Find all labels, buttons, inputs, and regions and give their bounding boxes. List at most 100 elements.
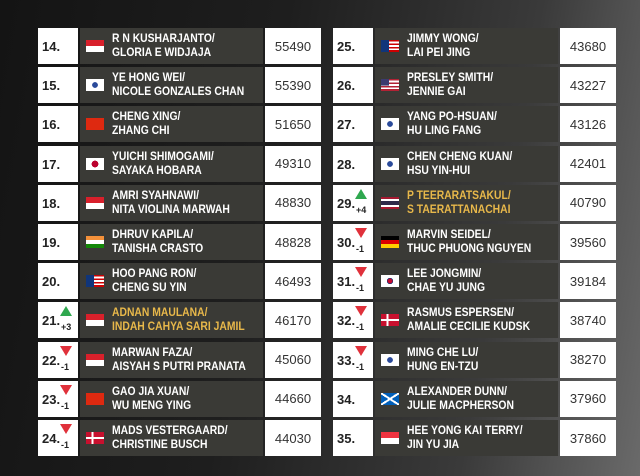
points: 39560 [560,224,616,260]
player-names: HOO PANG RON/CHENG SU YIN [112,267,196,295]
rank-change: -1 [356,361,365,372]
player-1: R N KUSHARJANTO/ [112,33,215,45]
rank-box: 24. -1 [38,420,78,456]
ranking-row: 23. -1 GAO JIA XUAN/WU MENG YING 44660 [38,380,321,417]
rank-box: 16. [38,106,78,143]
rank-box: 26. [333,67,373,104]
rank-number: 29. [337,195,356,211]
rank-number: 16. [42,117,61,133]
pair-panel: YANG PO-HSUAN/HU LING FANG [375,106,558,143]
rank-number: 26. [337,78,356,94]
player-1: YUICHI SHIMOGAMI/ [112,150,214,163]
player-2: INDAH CAHYA SARI JAMIL [112,321,245,334]
player-names: MING CHE LU/HUNG EN-TZU [407,346,478,374]
player-names: DHRUV KAPILA/TANISHA CRASTO [112,228,203,256]
player-1: AMRI SYAHNAWI/ [112,189,200,202]
indonesia-flag-icon [86,196,104,209]
arrow-down-icon [355,345,367,356]
player-2: SAYAKA HOBARA [112,164,202,177]
rank-change: -1 [356,283,365,294]
pair-panel: AMRI SYAHNAWI/NITA VIOLINA MARWAH [80,184,263,221]
player-1: JIMMY WONG/ [407,33,479,45]
points: 48830 [265,184,321,221]
player-2: JIN YU JIA [407,439,460,451]
player-1: LEE JONGMIN/ [407,268,482,281]
pair-panel: MARVIN SEIDEL/THUC PHUONG NGUYEN [375,224,558,260]
malaysia-flag-icon [86,275,104,288]
player-names: R N KUSHARJANTO/GLORIA E WIDJAJA [112,32,215,60]
rank-change: -1 [356,322,365,333]
player-names: AMRI SYAHNAWI/NITA VIOLINA MARWAH [112,189,230,217]
rank-box: 35. [333,420,373,456]
rank-change: -1 [61,440,70,450]
indonesia-flag-icon [86,40,104,52]
player-names: GAO JIA XUAN/WU MENG YING [112,385,191,413]
malaysia-flag-icon [381,40,399,52]
player-1: MING CHE LU/ [407,346,479,359]
player-2: GLORIA E WIDJAJA [112,47,212,59]
denmark-flag-icon [86,432,104,444]
player-1: GAO JIA XUAN/ [112,385,190,398]
player-names: MARWAN FAZA/AISYAH S PUTRI PRANATA [112,346,246,374]
ranking-row: 30. -1 MARVIN SEIDEL/THUC PHUONG NGUYEN 395… [333,224,616,260]
player-2: NICOLE GONZALES CHAN [112,86,245,99]
player-names: YUICHI SHIMOGAMI/SAYAKA HOBARA [112,150,214,178]
player-2: JENNIE GAI [407,86,466,99]
rank-box: 29. +4 [333,184,373,221]
points: 46170 [265,302,321,339]
player-1: MARWAN FAZA/ [112,346,193,359]
rank-change: +3 [61,322,72,333]
rank-number: 35. [337,431,356,446]
ranking-row: 26. PRESLEY SMITH/JENNIE GAI 43227 [333,67,616,104]
points: 43126 [560,106,616,143]
ranking-row: 16. CHENG XING/ZHANG CHI 51650 [38,106,321,143]
arrow-up-icon [355,188,367,199]
player-names: PRESLEY SMITH/JENNIE GAI [407,71,493,99]
player-2: JULIE MACPHERSON [407,399,514,412]
player-names: ADNAN MAULANA/INDAH CAHYA SARI JAMIL [112,306,245,334]
player-names: CHEN CHENG KUAN/HSU YIN-HUI [407,150,512,178]
rank-number: 30. [337,235,356,250]
points: 42401 [560,145,616,182]
india-flag-icon [86,236,104,248]
ranking-row: 27. YANG PO-HSUAN/HU LING FANG 43126 [333,106,616,143]
points: 37960 [560,380,616,417]
ranking-row: 17. YUICHI SHIMOGAMI/SAYAKA HOBARA 49310 [38,145,321,182]
thailand-flag-icon [381,196,399,209]
ranking-row: 35. HEE YONG KAI TERRY/JIN YU JIA 37860 [333,420,616,456]
rank-box: 18. [38,184,78,221]
points: 55390 [265,67,321,104]
denmark-flag-icon [381,314,399,327]
chinese-taipei-flag-icon [381,157,399,170]
player-names: MADS VESTERGAARD/CHRISTINE BUSCH [112,424,228,452]
player-1: HOO PANG RON/ [112,268,197,281]
arrow-down-icon [355,306,367,317]
player-1: P TEERARATSAKUL/ [407,189,511,202]
ranking-row: 29. +4 P TEERARATSAKUL/S TAERATTANACHAI 407… [333,184,616,221]
points: 46493 [265,263,321,300]
player-names: YE HONG WEI/NICOLE GONZALES CHAN [112,71,244,99]
arrow-down-icon [355,267,367,278]
chinese-taipei-flag-icon [86,79,104,92]
points: 38270 [560,341,616,378]
rank-box: 28. [333,145,373,182]
points: 39184 [560,263,616,300]
rank-box: 14. [38,28,78,64]
ranking-row: 31. -1 LEE JONGMIN/CHAE YU JUNG 39184 [333,263,616,300]
player-2: CHAE YU JUNG [407,282,486,295]
player-names: RASMUS ESPERSEN/AMALIE CECILIE KUDSK [407,306,530,334]
rank-box: 15. [38,67,78,104]
rank-box: 20. [38,263,78,300]
player-2: WU MENG YING [112,399,192,412]
player-names: ALEXANDER DUNN/JULIE MACPHERSON [407,385,514,413]
pair-panel: DHRUV KAPILA/TANISHA CRASTO [80,224,263,260]
scotland-flag-icon [381,392,399,405]
player-1: MARVIN SEIDEL/ [407,229,491,241]
rank-number: 34. [337,391,356,407]
player-2: HSU YIN-HUI [407,164,471,177]
player-2: CHENG SU YIN [112,282,187,295]
player-1: CHEN CHENG KUAN/ [407,150,513,163]
player-1: RASMUS ESPERSEN/ [407,307,514,320]
pair-panel: JIMMY WONG/LAI PEI JING [375,28,558,64]
rank-number: 27. [337,117,356,133]
